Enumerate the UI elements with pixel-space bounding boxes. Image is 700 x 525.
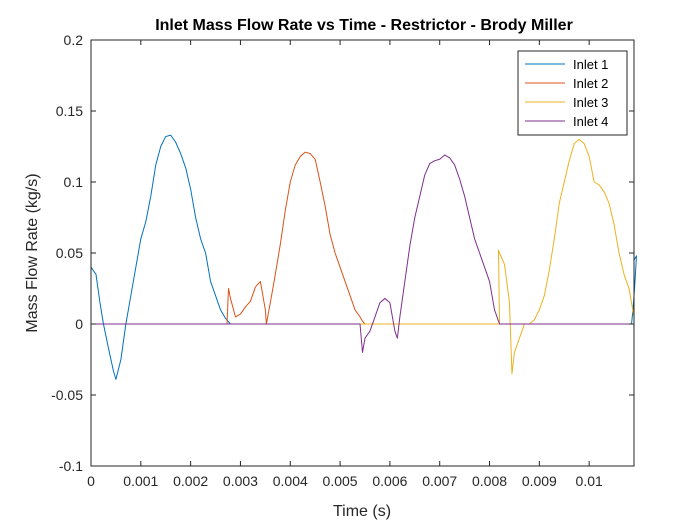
y-tick-label: -0.05 [51,387,83,403]
series-line-inlet-2 [91,151,634,325]
legend-label-inlet-2: Inlet 2 [573,76,608,91]
x-tick-label: 0.003 [223,473,258,489]
series-line-inlet-3 [91,138,635,375]
x-axis-title: Time (s) [333,503,391,520]
y-tick-label: 0.05 [56,245,83,261]
x-tick-label: 0.007 [422,473,457,489]
y-tick-label: 0.1 [64,174,84,190]
legend-label-inlet-1: Inlet 1 [573,57,608,72]
legend: Inlet 1 Inlet 2 Inlet 3 Inlet 4 [517,50,628,136]
series-line-inlet-4 [91,154,634,353]
y-ticks: -0.1 -0.05 0 0.05 0.1 0.15 0.2 [51,32,634,474]
x-ticks: 0 0.001 0.002 0.003 0.004 0.005 0.006 0.007 0.00… [87,40,603,489]
chart-title: Inlet Mass Flow Rate vs Time - Restricto… [155,17,573,34]
y-axis-title: Mass Flow Rate (kg/s) [24,173,41,332]
x-tick-label: 0.01 [576,473,603,489]
y-tick-label: -0.1 [59,458,83,474]
x-tick-label: 0.005 [323,473,358,489]
x-tick-label: 0.002 [173,473,208,489]
x-tick-label: 0 [87,473,95,489]
x-tick-label: 0.009 [522,473,557,489]
legend-label-inlet-3: Inlet 3 [573,95,608,110]
legend-label-inlet-4: Inlet 4 [573,114,608,129]
y-tick-label: 0 [75,316,83,332]
x-tick-label: 0.001 [123,473,158,489]
y-tick-label: 0.2 [64,32,84,48]
x-tick-label: 0.008 [472,473,507,489]
x-tick-label: 0.006 [372,473,407,489]
y-tick-label: 0.15 [56,103,83,119]
x-tick-label: 0.004 [273,473,308,489]
series-layer [90,134,637,380]
